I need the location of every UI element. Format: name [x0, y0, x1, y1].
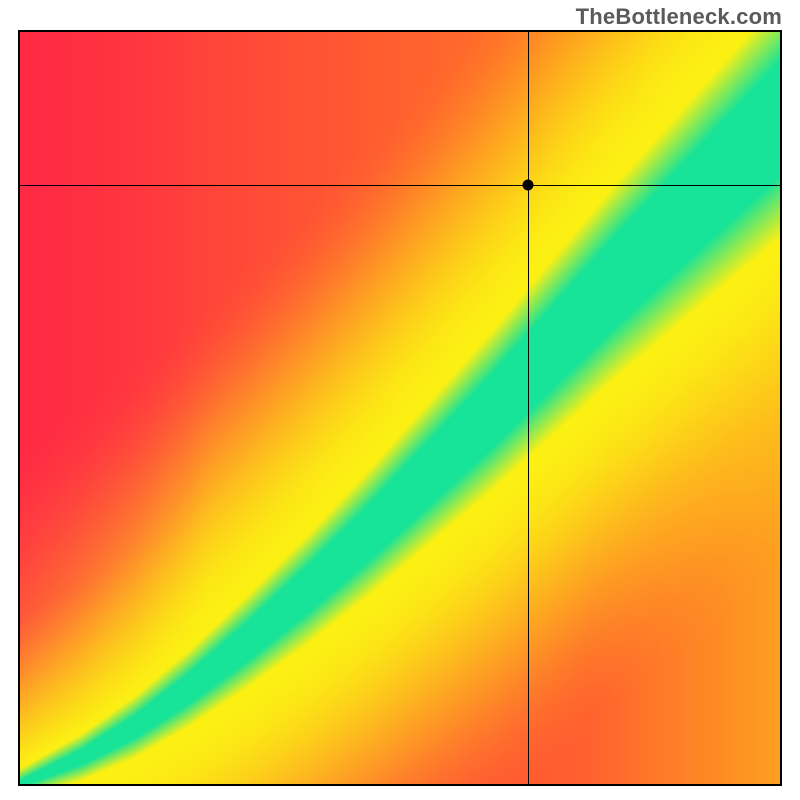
crosshair-horizontal — [20, 185, 780, 186]
crosshair-marker — [523, 179, 534, 190]
heatmap-plot-frame — [18, 30, 782, 786]
heatmap-canvas — [20, 32, 780, 784]
watermark-text: TheBottleneck.com — [576, 4, 782, 30]
crosshair-vertical — [528, 32, 529, 784]
